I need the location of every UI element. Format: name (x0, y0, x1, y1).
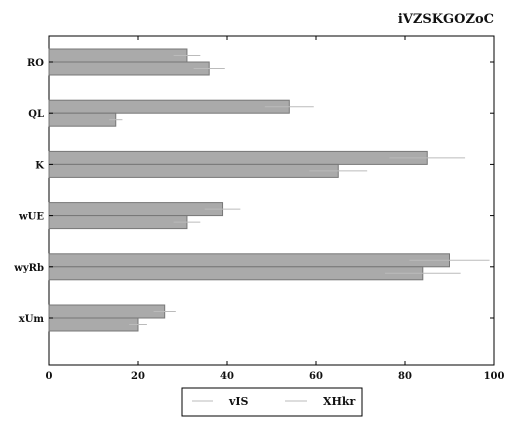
x-tick-label-0: 0 (46, 371, 53, 382)
plot-area (48, 35, 495, 366)
bar-vis-k (48, 150, 428, 165)
y-tick-label-xum: xUm (19, 314, 45, 325)
bar-vis-xum (48, 304, 166, 319)
bar-vis-wyrb (48, 253, 450, 268)
x-tick-label-20: 20 (131, 371, 145, 382)
bars-group (48, 48, 450, 332)
x-axis: 0 20 40 60 80 100 (46, 36, 505, 382)
bar-xhkr-k (48, 163, 339, 178)
y-tick-label-k: K (35, 160, 44, 171)
bar-xhkr-xum (48, 317, 139, 332)
x-tick-label-100: 100 (484, 371, 505, 382)
bar-xhkr-ro (48, 61, 210, 76)
y-tick-label-ql: QL (28, 109, 44, 120)
x-tick-label-60: 60 (309, 371, 323, 382)
y-tick-label-wue: wUE (18, 212, 44, 223)
error-bars-group (109, 55, 490, 325)
bar-xhkr-ql (48, 112, 117, 127)
x-tick-label-40: 40 (220, 371, 234, 382)
legend-label-xhkr: XHkr (323, 395, 356, 408)
y-tick-label-ro: RO (27, 58, 44, 69)
bar-vis-wue (48, 202, 224, 217)
bar-xhkr-wue (48, 215, 188, 230)
bar-xhkr-wyrb (48, 266, 424, 281)
legend-label-vis: vIS (228, 395, 249, 408)
legend-box (181, 387, 363, 417)
chart-title: iVZSKGOZoC (398, 12, 494, 27)
legend: vIS XHkr (181, 387, 363, 417)
bar-vis-ro (48, 48, 188, 63)
x-tick-label-80: 80 (398, 371, 412, 382)
y-tick-label-wyrb: wyRb (13, 263, 44, 274)
bar-vis-ql (48, 99, 290, 114)
